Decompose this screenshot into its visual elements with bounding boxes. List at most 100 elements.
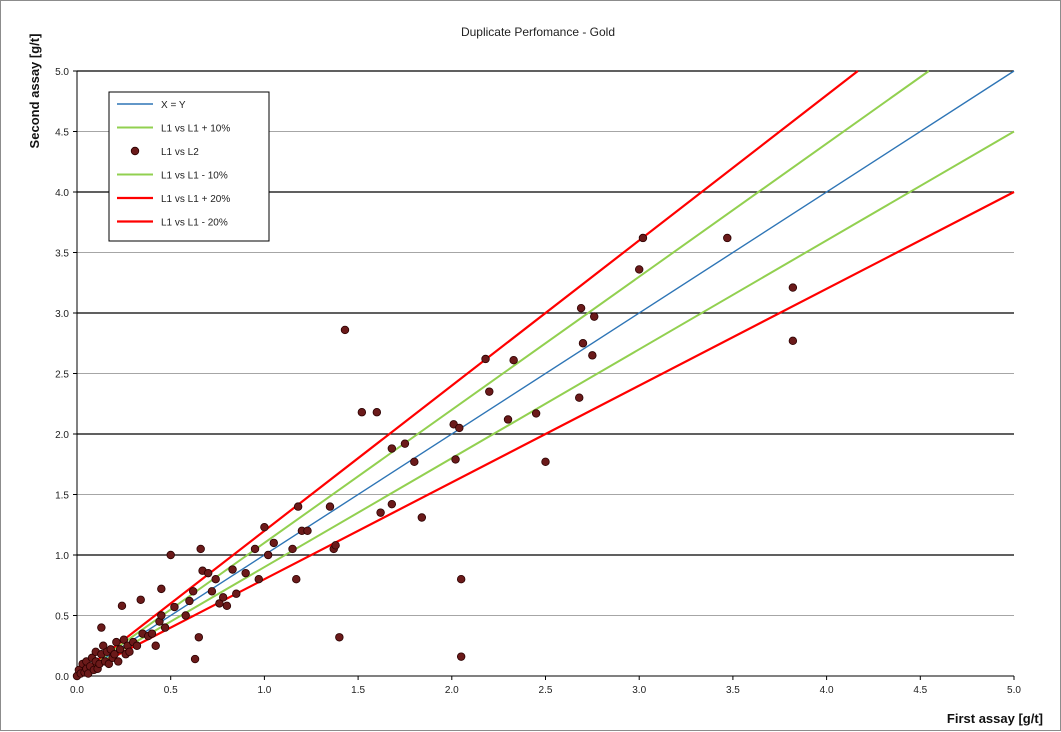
legend-label: X = Y [161,100,186,111]
data-point [410,457,419,467]
data-point [372,408,382,417]
series-line [76,130,1015,677]
data-point [215,599,224,608]
legend-marker-swatch [130,146,140,156]
chart-title: Duplicate Perfomance - Gold [461,25,615,39]
data-point [576,303,586,313]
x-tick-label: 5.0 [1007,685,1021,696]
data-point [269,538,278,548]
data-point [119,635,129,644]
data-point [263,550,273,560]
data-point [181,611,190,620]
data-point [481,354,490,364]
legend-label: L1 vs L1 - 20% [161,218,228,229]
data-point [638,233,648,243]
data-point [136,595,145,604]
data-point [185,596,194,606]
x-tick-label: 3.0 [632,685,646,696]
data-point [340,325,350,335]
data-point [115,645,125,654]
y-tick-label: 3.0 [55,309,69,320]
data-point [190,654,200,664]
data-point [207,587,217,596]
data-point [114,657,123,666]
y-tick-label: 3.5 [55,249,69,260]
data-point [531,409,541,418]
data-point [151,641,160,650]
data-point [400,439,410,448]
data-point [241,568,250,578]
data-point [723,233,732,243]
data-point [509,355,518,365]
data-point [788,283,798,292]
data-point [211,575,220,584]
data-point [590,312,599,321]
data-point [456,652,466,661]
data-point [117,601,127,611]
data-point [157,611,166,620]
legend-label: L1 vs L1 - 10% [161,171,228,182]
data-point [325,502,335,511]
data-point [110,650,119,659]
data-point [166,550,175,560]
data-point [292,575,301,584]
data-point [578,339,588,348]
y-tick-label: 2.0 [55,430,69,441]
data-point [331,541,340,550]
data-point [335,633,344,642]
x-tick-label: 4.0 [820,685,834,696]
data-point [203,568,213,578]
data-point [147,629,157,638]
x-tick-label: 1.0 [257,685,271,696]
x-tick-label: 0.0 [70,685,84,696]
legend: X = Y L1 vs L1 + 10% L1 vs L2 L1 vs L1 - 10… [108,91,270,242]
data-point [417,513,427,522]
series-line [76,70,930,677]
data-point [104,659,114,669]
data-point [485,387,494,396]
data-point [387,444,397,453]
y-tick-label: 0.0 [55,672,69,683]
data-point [575,393,584,402]
data-point [132,641,142,650]
data-point [588,351,597,360]
data-point [254,575,263,584]
y-axis-title: Second assay [g/t] [27,34,42,149]
data-point [376,508,385,517]
y-tick-label: 1.0 [55,551,69,562]
y-tick-label: 1.5 [55,491,69,502]
x-axis-title: First assay [g/t] [947,711,1043,726]
data-point [97,623,106,632]
series-line [76,70,1015,677]
data-point [222,601,232,611]
data-point [250,544,260,554]
x-tick-label: 1.5 [351,685,365,696]
data-point [541,457,550,467]
data-point [357,408,367,417]
data-point [288,544,297,554]
x-tick-label: 3.5 [726,685,740,696]
data-point [455,423,464,433]
data-point [260,522,269,532]
data-point [451,455,460,464]
data-point [99,641,108,650]
x-tick-label: 2.0 [445,685,459,696]
data-point [170,602,179,612]
legend-label: L1 vs L1 + 20% [161,194,230,205]
data-point [188,587,198,596]
data-point [635,265,644,274]
y-tick-label: 4.5 [55,128,69,139]
data-point [160,623,170,632]
x-tick-label: 2.5 [539,685,553,696]
data-point [228,565,237,574]
data-point [157,584,166,594]
y-tick-label: 0.5 [55,612,69,623]
data-point [232,589,241,598]
data-point [125,647,134,656]
data-point [503,415,513,424]
y-tick-label: 4.0 [55,188,69,199]
y-tick-label: 2.5 [55,370,69,381]
data-point [218,593,228,602]
